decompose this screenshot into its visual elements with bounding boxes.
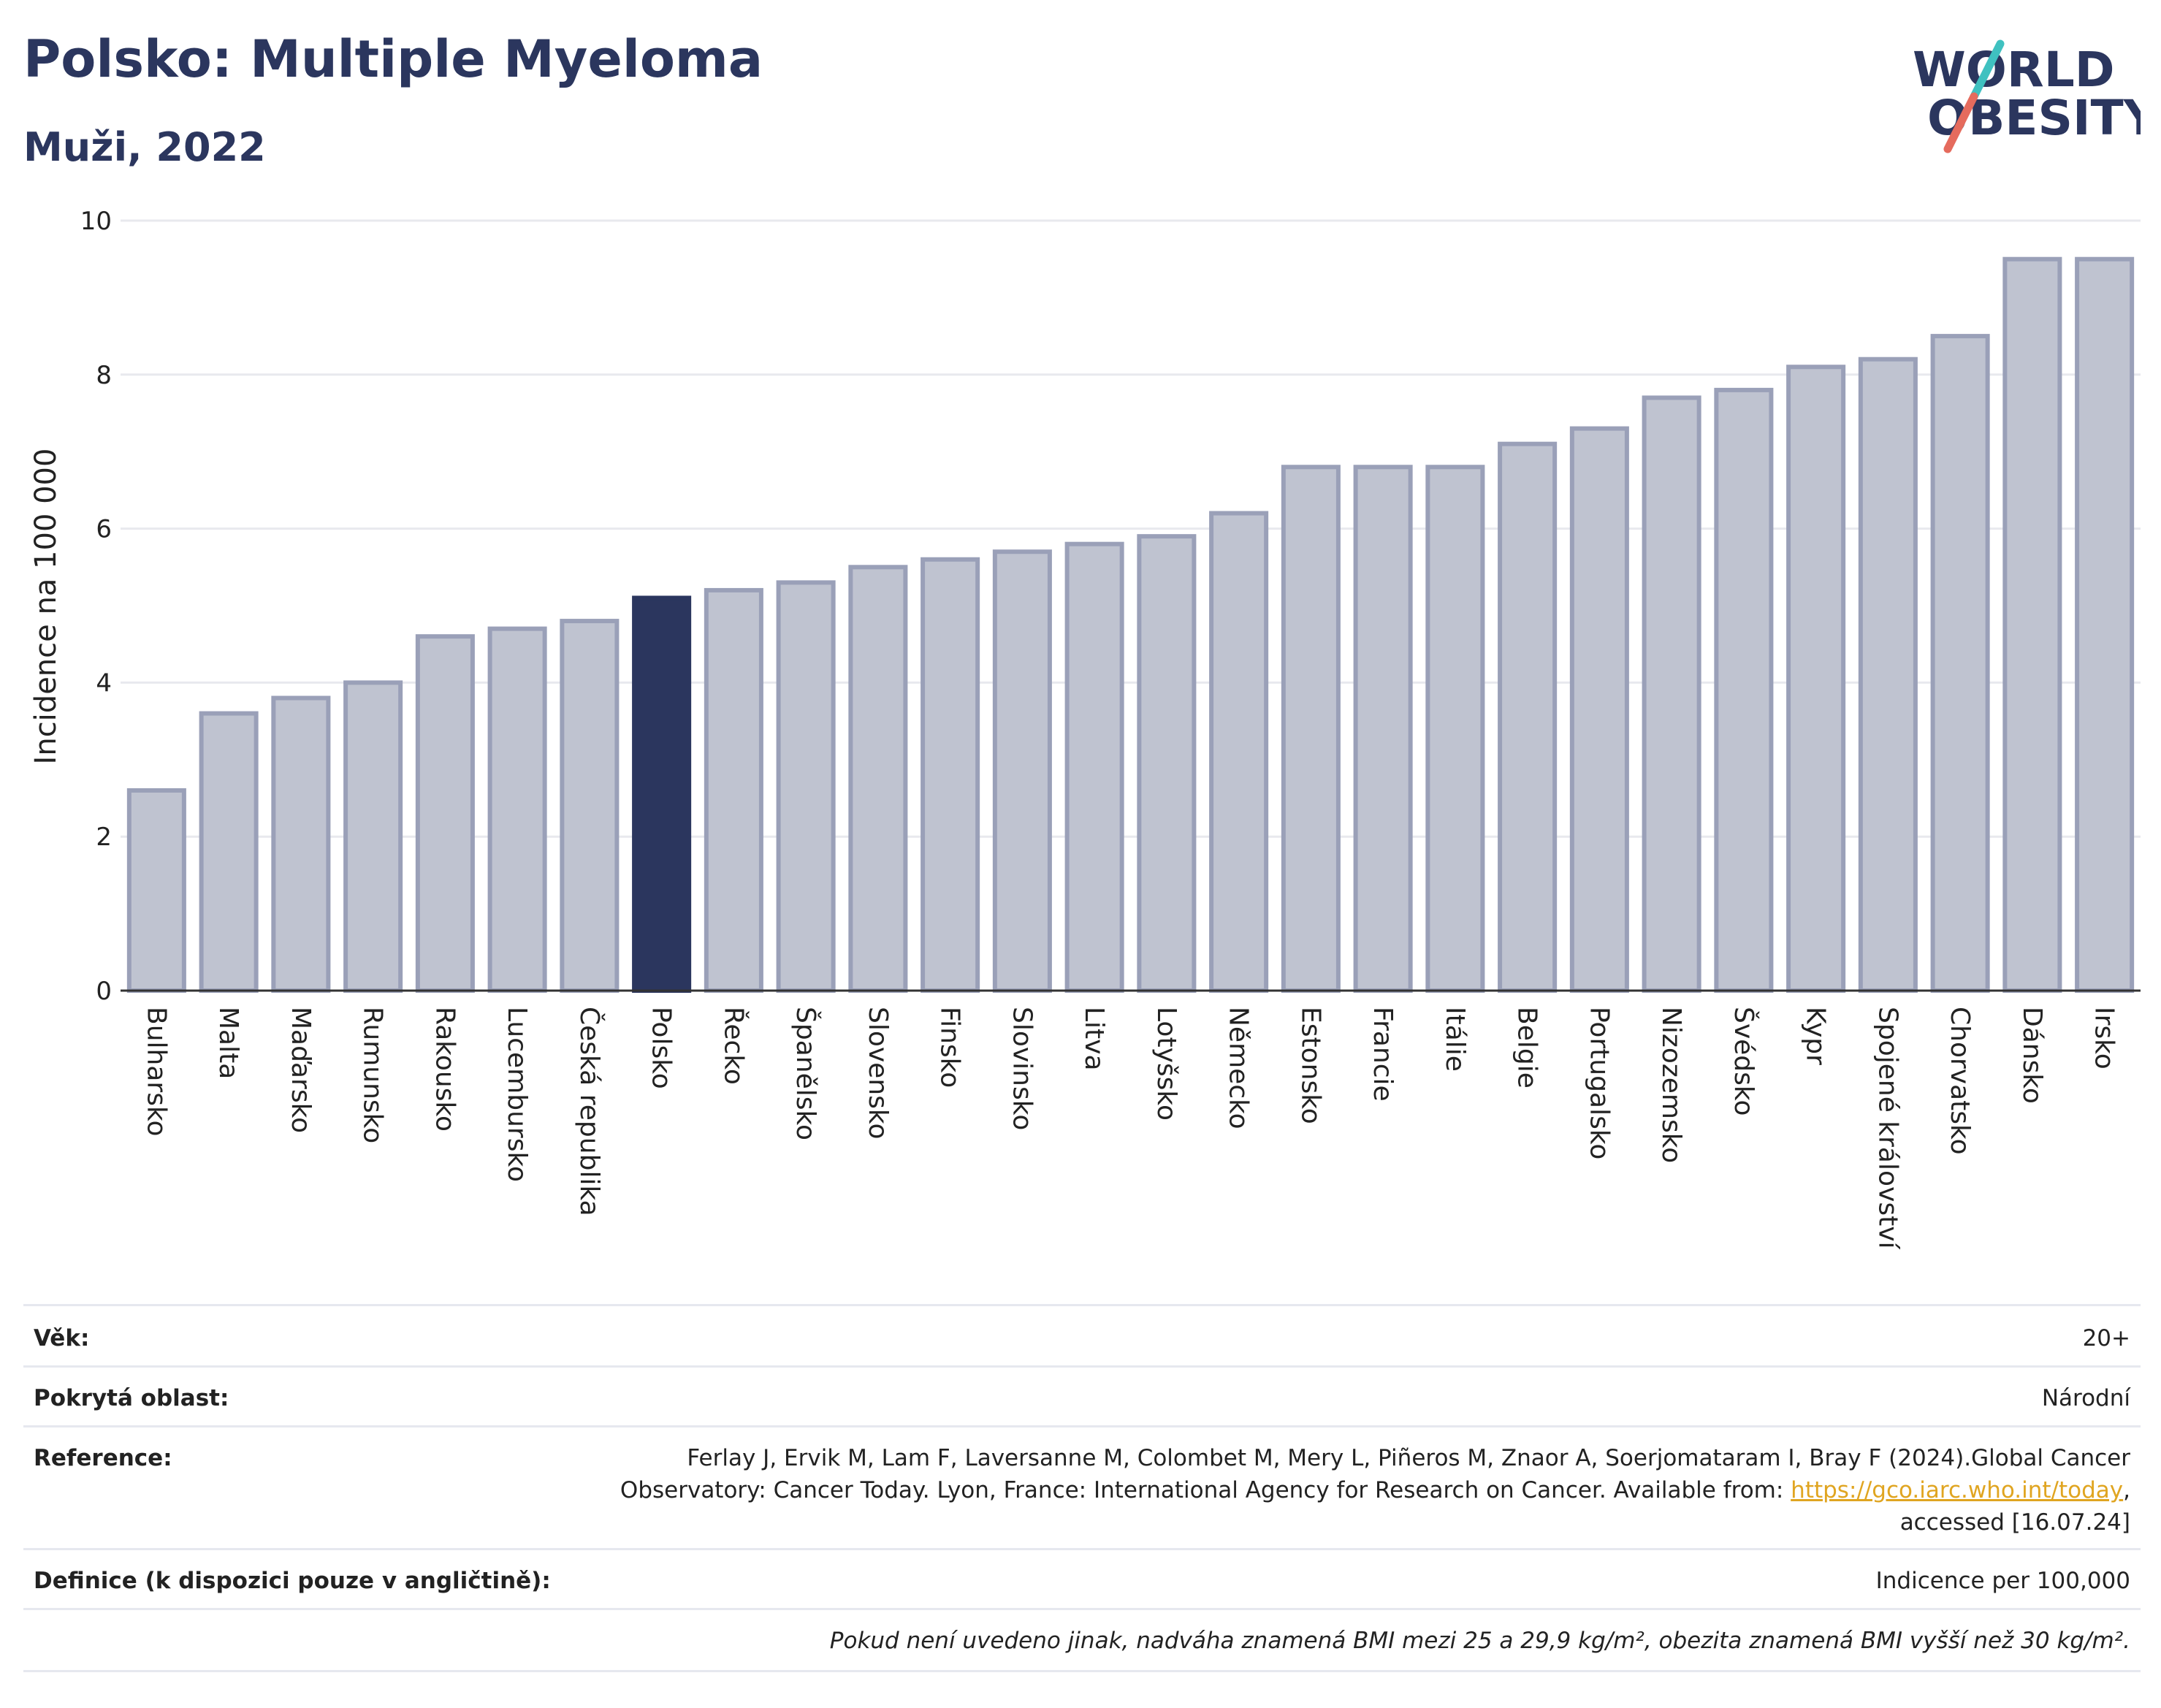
bar-25 bbox=[1930, 334, 1990, 994]
x-tick-label: Francie bbox=[1368, 1007, 1398, 1102]
meta-area-value: Národní bbox=[2041, 1385, 2130, 1411]
bar-14 bbox=[1137, 534, 1197, 993]
bar-22 bbox=[1714, 387, 1774, 993]
x-tick-label: Dánsko bbox=[2017, 1007, 2047, 1104]
meta-area-label: Pokrytá oblast: bbox=[34, 1385, 229, 1411]
bar-16 bbox=[1281, 465, 1341, 993]
x-tick-label: Irsko bbox=[2089, 1007, 2119, 1070]
reference-line-2: Observatory: Cancer Today. Lyon, France:… bbox=[620, 1474, 2130, 1506]
x-tick-label: Itálie bbox=[1440, 1007, 1470, 1072]
bar-7 bbox=[632, 595, 692, 993]
x-tick-label: Španělsko bbox=[790, 1007, 821, 1140]
axis-layer: 0 2 4 6 8 10 Bulharsko Malta Maďarsko Rumunsko Rak… bbox=[80, 207, 2141, 1250]
y-tick-label: 0 bbox=[96, 977, 112, 1006]
x-tick-label: Česká republika bbox=[574, 1007, 605, 1216]
meta-row-reference: Reference: Ferlay J, Ervik M, Lam F, Lav… bbox=[23, 1425, 2141, 1550]
meta-row-age: Věk: 20+ bbox=[23, 1304, 2141, 1368]
x-tick-label: Bulharsko bbox=[141, 1007, 171, 1137]
x-tick-label: Belgie bbox=[1512, 1007, 1542, 1089]
y-tick-label: 10 bbox=[80, 207, 112, 236]
reference-line-2b: , bbox=[2123, 1477, 2130, 1503]
metadata-table: Věk: 20+ Pokrytá oblast: Národní Referen… bbox=[23, 1304, 2141, 1684]
meta-note: Pokud není uvedeno jinak, nadváha znamen… bbox=[829, 1628, 2130, 1654]
bar-24 bbox=[1858, 357, 1918, 994]
bar-19 bbox=[1498, 441, 1558, 993]
bar-20 bbox=[1569, 426, 1629, 993]
y-axis-label: Incidence na 100 000 bbox=[29, 449, 63, 765]
x-tick-label: Rakousko bbox=[430, 1007, 460, 1132]
meta-definition-value: Indicence per 100,000 bbox=[1875, 1568, 2130, 1594]
reference-line-3: accessed [16.07.24] bbox=[1899, 1509, 2130, 1536]
x-tick-label: Švédsko bbox=[1729, 1007, 1759, 1116]
reference-link[interactable]: https://gco.iarc.who.int/today bbox=[1791, 1477, 2124, 1503]
y-tick-label: 2 bbox=[96, 823, 112, 852]
x-tick-label: Litva bbox=[1079, 1007, 1109, 1071]
page-title: Polsko: Multiple Myeloma bbox=[23, 29, 763, 89]
x-tick-label: Maďarsko bbox=[286, 1007, 316, 1133]
bar-12 bbox=[992, 549, 1052, 993]
meta-row-area: Pokrytá oblast: Národní bbox=[23, 1365, 2141, 1427]
bar-0 bbox=[126, 788, 186, 993]
x-tick-label: Chorvatsko bbox=[1945, 1007, 1975, 1155]
bar-17 bbox=[1353, 465, 1413, 993]
bar-13 bbox=[1064, 541, 1124, 993]
bar-27 bbox=[2075, 256, 2135, 993]
bar-6 bbox=[560, 619, 620, 994]
y-tick-label: 4 bbox=[96, 668, 112, 698]
x-tick-label: Estonsko bbox=[1295, 1007, 1325, 1124]
page-subtitle: Muži, 2022 bbox=[23, 124, 266, 170]
meta-reference-label: Reference: bbox=[34, 1445, 172, 1471]
x-tick-label: Finsko bbox=[935, 1007, 965, 1088]
x-tick-label: Portugalsko bbox=[1584, 1007, 1614, 1159]
meta-age-label: Věk: bbox=[34, 1325, 90, 1351]
bar-2 bbox=[271, 695, 331, 993]
bar-11 bbox=[921, 557, 980, 993]
x-tick-label: Lotyšsko bbox=[1151, 1007, 1181, 1121]
bar-26 bbox=[2002, 256, 2062, 993]
meta-age-value: 20+ bbox=[2082, 1325, 2130, 1351]
bar-10 bbox=[848, 565, 908, 993]
meta-row-definition: Definice (k dispozici pouze v angličtině… bbox=[23, 1548, 2141, 1610]
x-tick-label: Polsko bbox=[647, 1007, 676, 1089]
bar-15 bbox=[1209, 511, 1269, 993]
x-tick-label: Slovinsko bbox=[1007, 1007, 1037, 1130]
meta-reference-value: Ferlay J, Ervik M, Lam F, Laversanne M, … bbox=[620, 1442, 2130, 1539]
logo-slash-bottom bbox=[1943, 92, 1978, 153]
x-tick-label: Malta bbox=[213, 1007, 243, 1079]
x-tick-label: Řecko bbox=[718, 1007, 749, 1085]
x-tick-label: Slovensko bbox=[863, 1007, 893, 1140]
bar-21 bbox=[1642, 395, 1701, 993]
bar-5 bbox=[487, 626, 547, 993]
world-obesity-logo: WORLD OBESITY bbox=[1913, 39, 2141, 153]
bar-3 bbox=[343, 680, 403, 994]
meta-row-note: Pokud není uvedeno jinak, nadváha znamen… bbox=[23, 1608, 2141, 1672]
x-tick-label: Kypr bbox=[1801, 1007, 1831, 1065]
y-tick-label: 8 bbox=[96, 361, 112, 390]
reference-line-1: Ferlay J, Ervik M, Lam F, Laversanne M, … bbox=[687, 1445, 2130, 1471]
meta-definition-label: Definice (k dispozici pouze v angličtině… bbox=[34, 1568, 551, 1594]
bar-chart: 0 2 4 6 8 10 Bulharsko Malta Maďarsko Rumunsko Rak… bbox=[29, 207, 2141, 1250]
logo-slash-top bbox=[1970, 39, 2005, 101]
x-tick-label: Lucembursko bbox=[502, 1007, 532, 1182]
x-tick-label: Spojené království bbox=[1872, 1007, 1902, 1250]
logo-line1: WORLD bbox=[1913, 42, 2115, 98]
bar-9 bbox=[776, 580, 836, 993]
reference-line-2a: Observatory: Cancer Today. Lyon, France:… bbox=[620, 1477, 1791, 1503]
bar-1 bbox=[199, 711, 259, 993]
bar-8 bbox=[704, 587, 763, 993]
y-tick-label: 6 bbox=[96, 515, 112, 544]
bar-4 bbox=[415, 634, 475, 993]
x-tick-label: Nizozemsko bbox=[1656, 1007, 1686, 1163]
bar-layer bbox=[126, 256, 2135, 994]
bar-23 bbox=[1786, 365, 1846, 993]
x-tick-label: Německo bbox=[1224, 1007, 1254, 1129]
x-tick-label: Rumunsko bbox=[358, 1007, 388, 1143]
bar-18 bbox=[1425, 465, 1485, 993]
